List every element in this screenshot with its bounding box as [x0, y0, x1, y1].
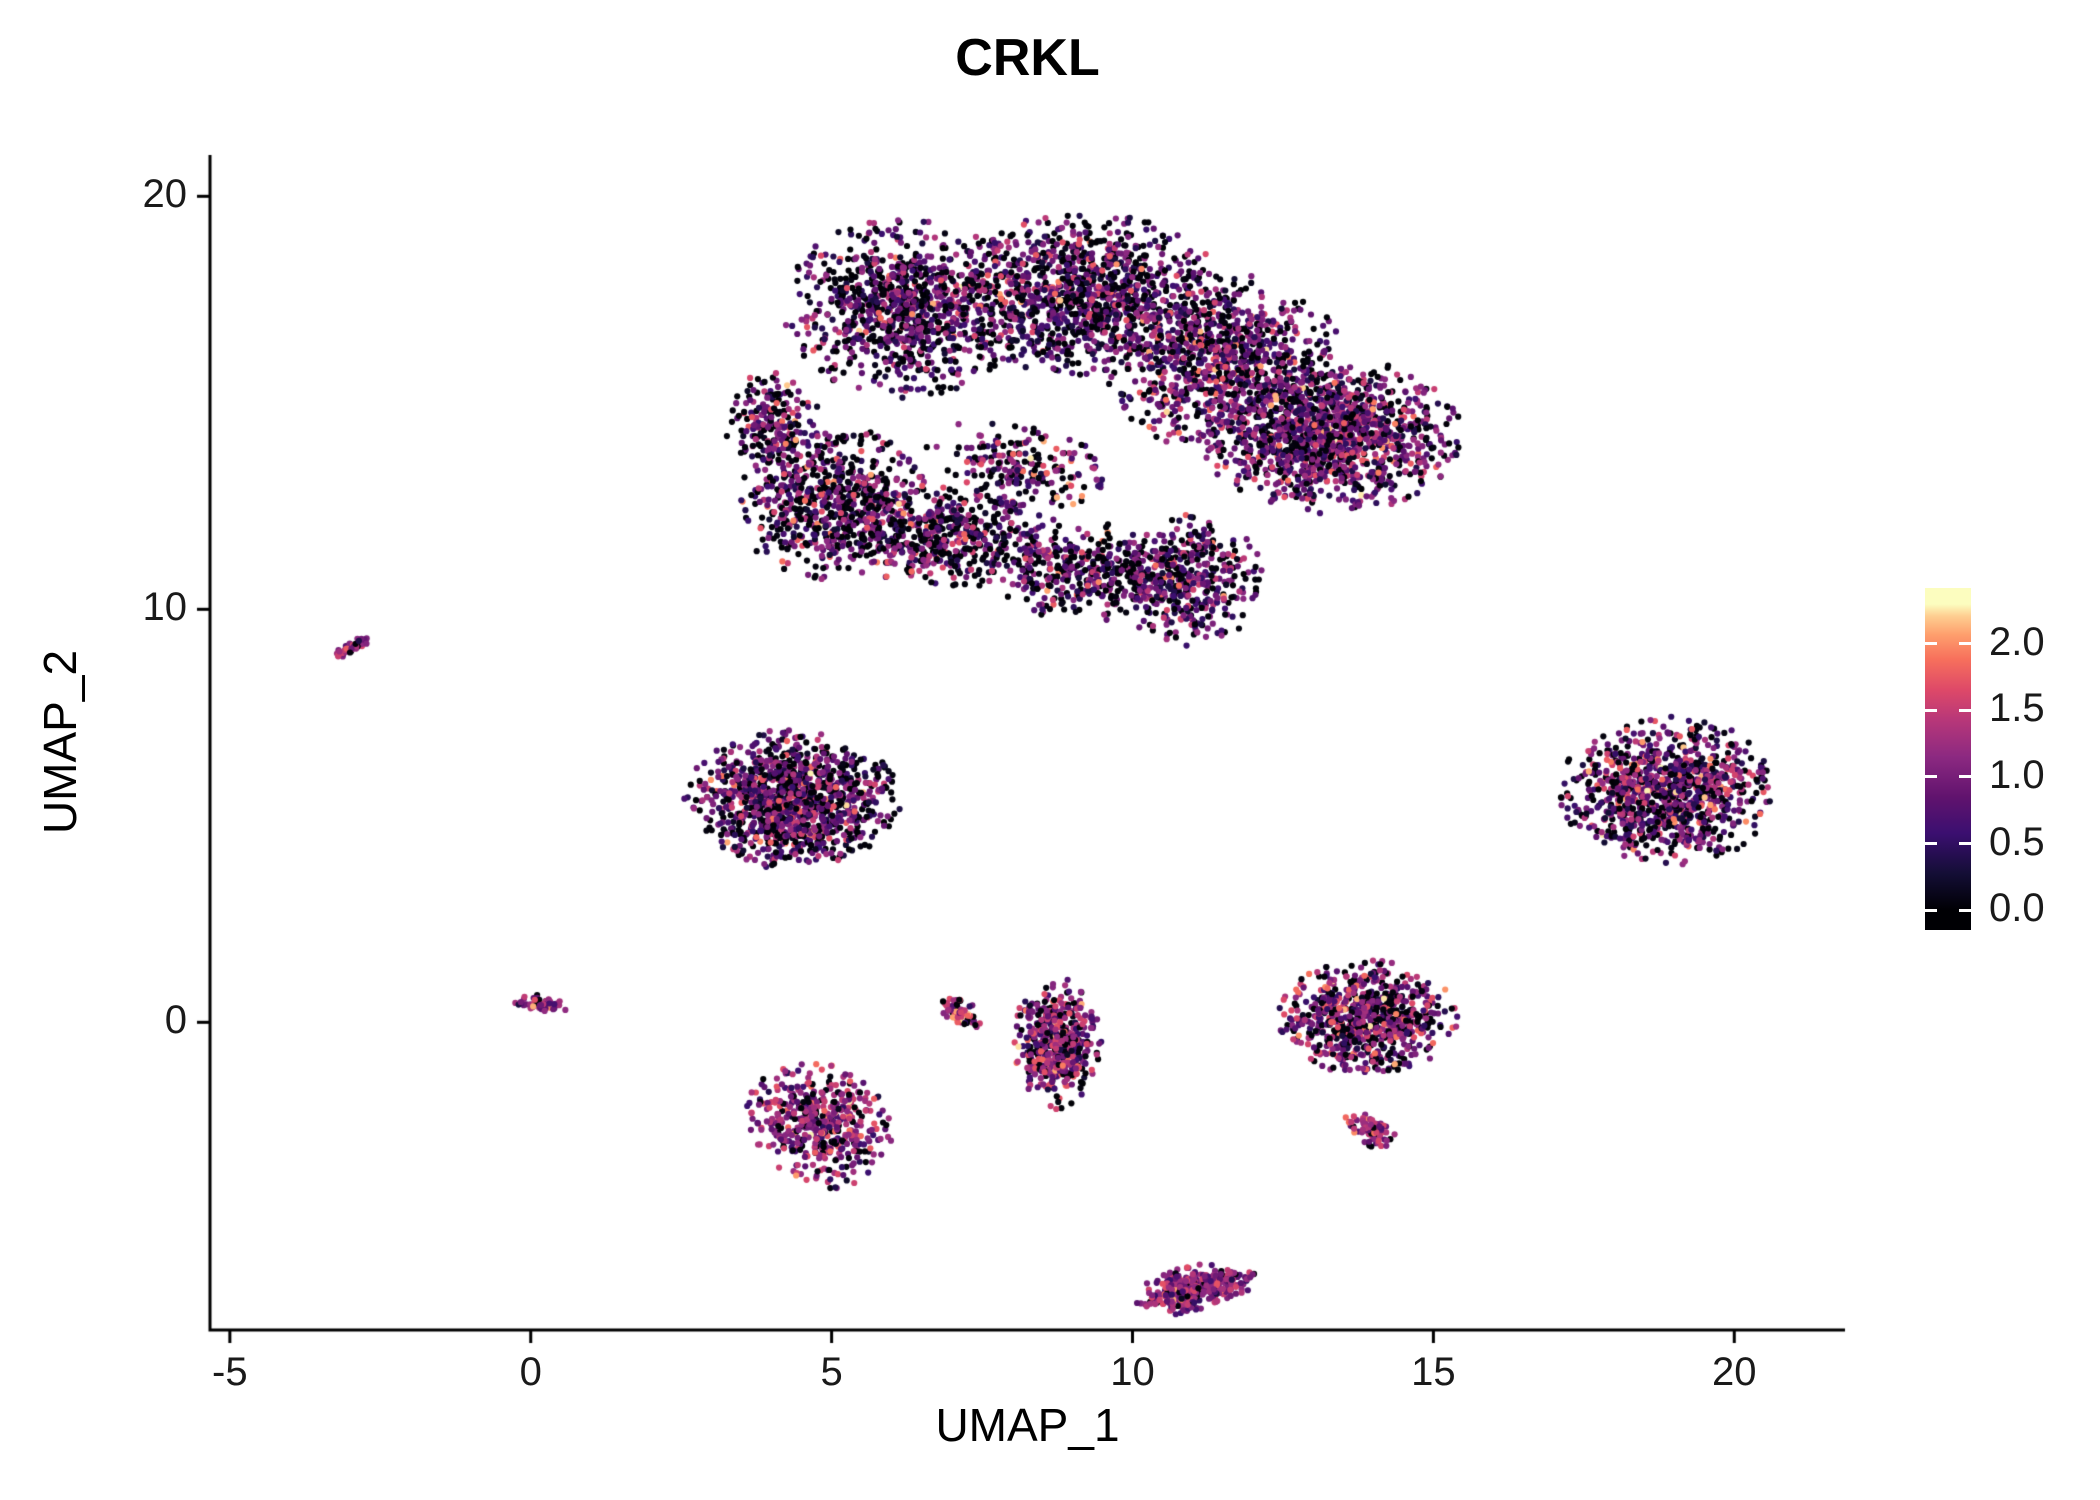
colorbar-tick-mark — [1959, 708, 1971, 712]
colorbar-tick-mark — [1959, 642, 1971, 646]
colorbar-tick-mark — [1959, 842, 1971, 845]
colorbar-tick-label: 1.5 — [1989, 686, 2045, 731]
colorbar-tick-mark — [1925, 908, 1937, 912]
y-tick-label: 0 — [164, 998, 187, 1043]
x-tick-label: 10 — [1110, 1350, 1155, 1394]
y-axis-title: UMAP_2 — [34, 649, 86, 835]
x-tick-label: 15 — [1411, 1350, 1456, 1394]
colorbar-tick-mark — [1925, 708, 1937, 712]
colorbar — [1925, 588, 1971, 930]
colorbar-tick-mark — [1959, 908, 1971, 912]
x-tick-label: -5 — [212, 1350, 248, 1394]
colorbar-tick-mark — [1959, 775, 1971, 779]
x-tick-label: 0 — [519, 1350, 542, 1394]
colorbar-tick-label: 1.0 — [1989, 752, 2045, 797]
colorbar-tick-label: 0.5 — [1989, 819, 2045, 864]
y-tick-label: 10 — [142, 585, 188, 630]
colorbar-tick-mark — [1925, 642, 1937, 646]
x-tick-label: 5 — [820, 1350, 843, 1394]
plot-title: CRKL — [955, 29, 1100, 87]
x-tick-label: 20 — [1712, 1350, 1757, 1394]
colorbar-tick-mark — [1925, 775, 1937, 779]
colorbar-tick-mark — [1925, 842, 1937, 845]
colorbar-gradient — [1925, 588, 1971, 930]
y-tick-label: 20 — [142, 172, 188, 217]
colorbar-tick-label: 2.0 — [1989, 619, 2045, 664]
colorbar-tick-label: 0.0 — [1989, 886, 2045, 931]
x-axis-title: UMAP_1 — [935, 1399, 1120, 1451]
